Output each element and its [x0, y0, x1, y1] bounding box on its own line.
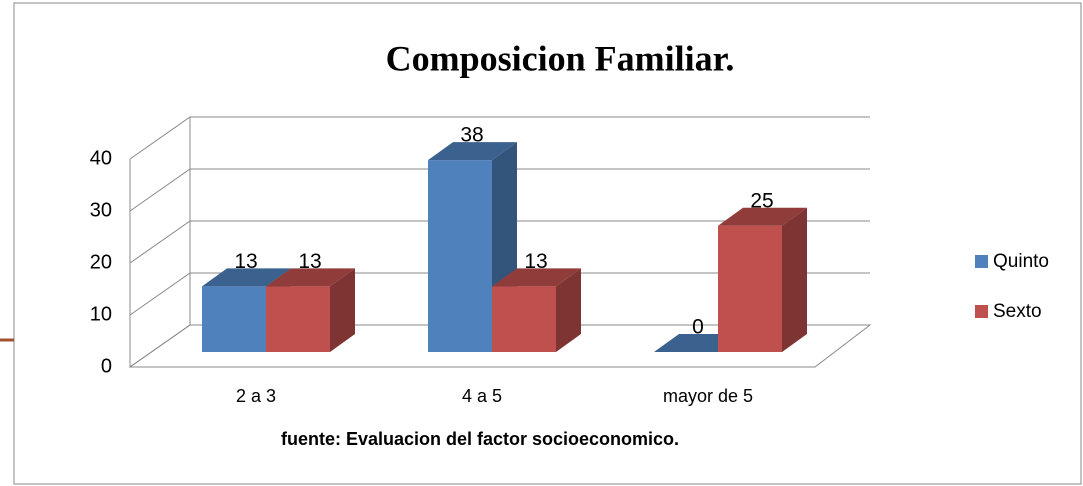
- y-tick-label: 30: [90, 199, 112, 221]
- legend-swatch: [975, 305, 988, 318]
- grid-line: [129, 220, 870, 264]
- chart-border: [13, 2, 1082, 485]
- grid-line: [129, 168, 870, 212]
- grid-line: [129, 116, 870, 160]
- bar: [492, 268, 581, 352]
- x-tick-label: 2 a 3: [236, 386, 276, 406]
- bar-front: [202, 286, 266, 352]
- value-label: 25: [750, 189, 773, 212]
- bar-top: [202, 268, 291, 287]
- y-tick-label: 0: [101, 355, 112, 377]
- x-tick-label: 4 a 5: [462, 386, 502, 406]
- bar-front: [718, 225, 782, 352]
- value-label: 13: [298, 250, 321, 273]
- legend-swatch: [975, 255, 988, 268]
- grid-line: [129, 272, 870, 316]
- bar-side: [782, 207, 807, 352]
- bar: [718, 207, 807, 352]
- y-tick-label: 20: [90, 251, 112, 273]
- legend-label: Sexto: [993, 301, 1042, 322]
- chart-note: fuente: Evaluacion del factor socioecono…: [281, 429, 679, 449]
- legend-label: Quinto: [993, 251, 1049, 272]
- value-label: 13: [234, 250, 257, 273]
- grid-line: [129, 324, 870, 368]
- chart-title: Composicion Familiar.: [386, 38, 735, 78]
- x-tick-label: mayor de 5: [663, 386, 753, 406]
- bar-side: [556, 268, 581, 352]
- bar-top: [266, 268, 355, 287]
- y-tick-label: 40: [90, 147, 112, 169]
- bar-front: [492, 286, 556, 352]
- value-label: 13: [524, 250, 547, 273]
- bar-top: [428, 142, 517, 161]
- bar-top: [718, 207, 807, 226]
- value-label: 38: [460, 124, 483, 147]
- bar-top: [492, 268, 581, 287]
- bar-front: [266, 286, 330, 352]
- y-tick-label: 10: [90, 303, 112, 325]
- bar-side: [330, 268, 355, 352]
- value-label: 0: [692, 316, 704, 339]
- bar-front: [428, 160, 492, 352]
- bar: [266, 268, 355, 352]
